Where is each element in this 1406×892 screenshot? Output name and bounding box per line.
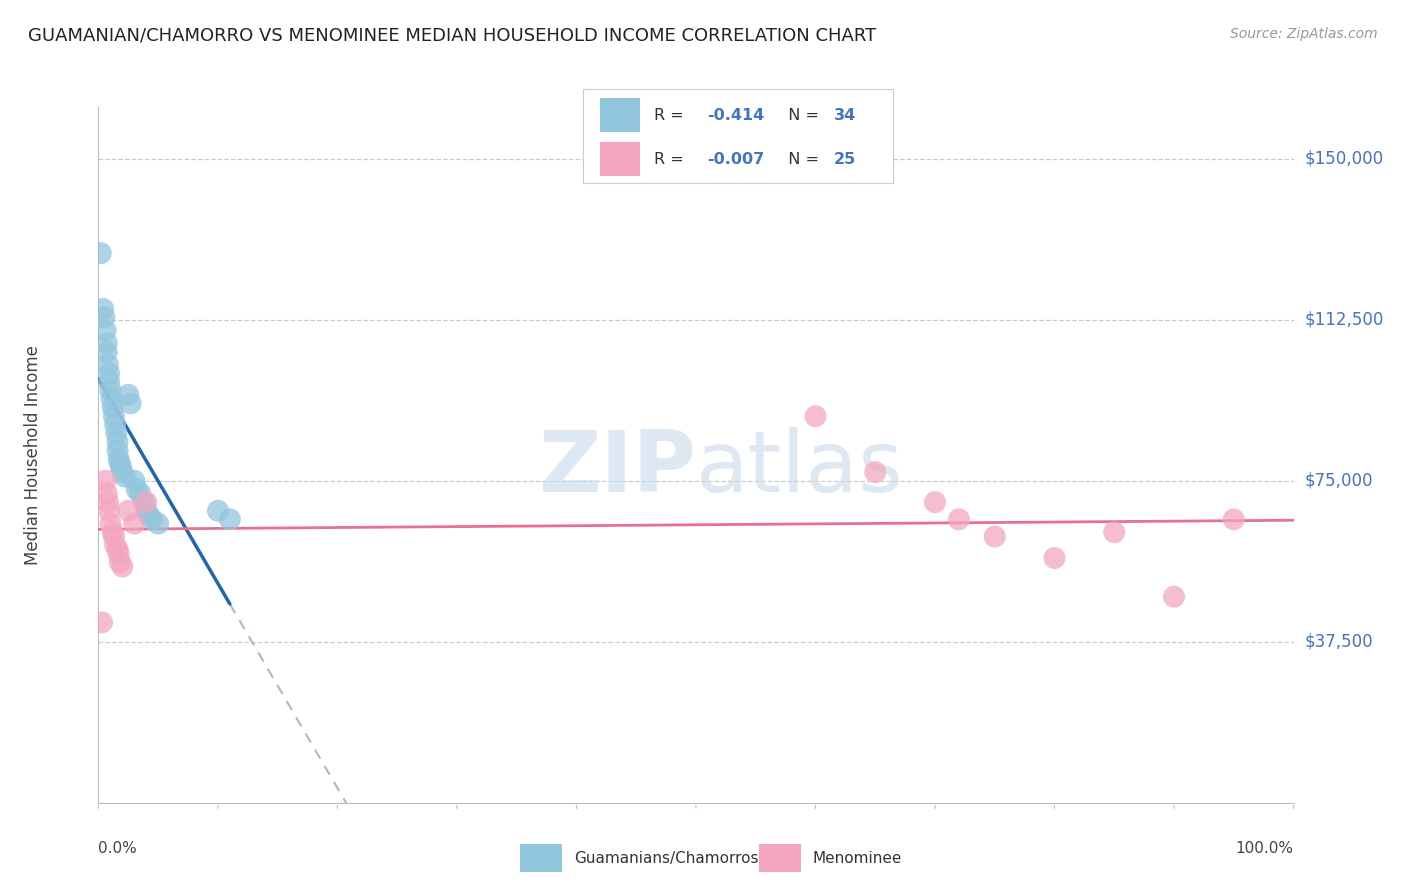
Point xyxy=(98,504,121,518)
Text: -0.414: -0.414 xyxy=(707,108,765,123)
Point xyxy=(94,323,117,337)
Point xyxy=(863,465,886,479)
Point xyxy=(90,246,112,260)
Point xyxy=(96,486,118,500)
Point xyxy=(132,495,155,509)
Point xyxy=(97,358,120,372)
Point xyxy=(107,452,129,467)
Point xyxy=(103,529,125,543)
Point xyxy=(135,504,157,518)
Point xyxy=(105,426,128,441)
Text: 100.0%: 100.0% xyxy=(1236,841,1294,856)
Point xyxy=(219,512,242,526)
Point xyxy=(1102,525,1125,540)
Point xyxy=(117,388,139,402)
Text: $75,000: $75,000 xyxy=(1305,472,1374,490)
Point xyxy=(924,495,946,509)
Text: 0.0%: 0.0% xyxy=(98,841,138,856)
Point xyxy=(104,538,127,552)
Text: Source: ZipAtlas.com: Source: ZipAtlas.com xyxy=(1230,27,1378,41)
Text: N =: N = xyxy=(778,108,824,123)
Point xyxy=(98,516,122,531)
Point xyxy=(107,542,129,557)
Point xyxy=(110,460,132,475)
Point xyxy=(104,417,127,432)
Point xyxy=(124,474,146,488)
Point xyxy=(101,525,124,540)
Point xyxy=(948,512,970,526)
Text: Median Household Income: Median Household Income xyxy=(24,345,42,565)
Text: GUAMANIAN/CHAMORRO VS MENOMINEE MEDIAN HOUSEHOLD INCOME CORRELATION CHART: GUAMANIAN/CHAMORRO VS MENOMINEE MEDIAN H… xyxy=(28,27,876,45)
Point xyxy=(141,512,163,526)
Point xyxy=(98,367,121,381)
Text: Guamanians/Chamorros: Guamanians/Chamorros xyxy=(574,851,758,865)
Text: $150,000: $150,000 xyxy=(1305,150,1384,168)
Point xyxy=(108,457,131,471)
Text: -0.007: -0.007 xyxy=(707,152,765,167)
Point xyxy=(124,516,146,531)
Point xyxy=(96,344,118,359)
Point xyxy=(91,615,114,630)
Point xyxy=(93,310,115,325)
Point xyxy=(135,495,157,509)
Text: 25: 25 xyxy=(834,152,856,167)
Point xyxy=(129,486,152,500)
Point xyxy=(120,396,142,410)
Point xyxy=(804,409,827,424)
Point xyxy=(108,555,131,569)
Point xyxy=(111,465,134,479)
Point xyxy=(97,495,120,509)
Text: ZIP: ZIP xyxy=(538,427,696,510)
Text: atlas: atlas xyxy=(696,427,904,510)
Point xyxy=(96,336,118,351)
Text: $37,500: $37,500 xyxy=(1305,632,1374,651)
Point xyxy=(98,384,122,398)
Point xyxy=(138,508,160,522)
Text: Menominee: Menominee xyxy=(813,851,903,865)
Point xyxy=(103,409,125,424)
Point xyxy=(98,375,121,389)
Point xyxy=(101,401,124,415)
Point xyxy=(107,435,129,450)
Point xyxy=(117,504,139,518)
Text: N =: N = xyxy=(778,152,824,167)
Point xyxy=(148,516,170,531)
Point xyxy=(107,547,129,561)
Point xyxy=(91,301,114,316)
Point xyxy=(100,392,122,406)
Text: R =: R = xyxy=(654,152,689,167)
Point xyxy=(1043,551,1066,566)
Point xyxy=(207,504,229,518)
Text: R =: R = xyxy=(654,108,689,123)
Point xyxy=(125,483,148,497)
Point xyxy=(1222,512,1246,526)
Text: $112,500: $112,500 xyxy=(1305,310,1384,328)
Point xyxy=(111,559,134,574)
Point xyxy=(107,443,129,458)
Point xyxy=(94,474,117,488)
Point xyxy=(983,529,1005,543)
Text: 34: 34 xyxy=(834,108,856,123)
Point xyxy=(114,469,136,483)
Point xyxy=(1163,590,1185,604)
